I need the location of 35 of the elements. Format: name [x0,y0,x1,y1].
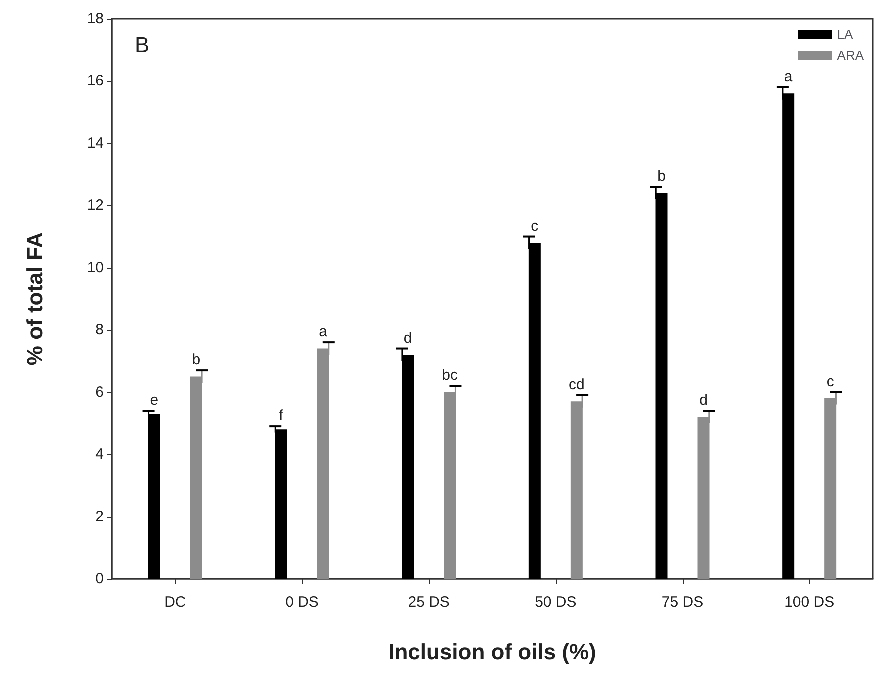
y-tick-label: 6 [96,384,104,401]
bar [275,430,288,579]
data-label: bc [442,367,459,384]
y-tick-label: 16 [87,72,104,90]
legend-label: LA [837,27,854,42]
legend-label: ARA [837,48,864,63]
y-tick-label: 0 [96,570,104,588]
data-label: b [658,168,666,185]
data-label: b [192,352,201,369]
x-tick-label: DC [164,594,186,611]
data-label: d [404,330,412,347]
data-label: cd [568,376,585,394]
data-label: d [700,392,708,409]
y-axis-title: % of total FA [22,232,48,366]
x-tick-label: 0 DS [286,594,319,611]
y-tick-label: 10 [87,259,104,276]
data-label: a [319,324,328,341]
x-axis-title: Inclusion of oils (%) [388,640,596,664]
bar [148,414,160,579]
data-label: a [784,68,794,86]
x-tick-label: 50 DS [535,594,577,611]
y-tick-label: 14 [87,134,104,152]
text: B [135,32,150,58]
data-label: f [279,408,284,425]
y-tick-label: 4 [96,446,104,464]
x-tick-label: 100 DS [784,594,835,611]
x-tick-label: 75 DS [662,594,704,611]
y-tick-label: 12 [87,197,104,214]
data-label: e [150,392,159,409]
y-tick-label: 18 [87,10,104,28]
x-tick-label: 25 DS [408,594,450,611]
y-tick-label: 8 [96,322,104,339]
data-label: c [826,373,835,390]
y-tick-label: 2 [96,508,104,526]
data-label: c [531,218,540,235]
